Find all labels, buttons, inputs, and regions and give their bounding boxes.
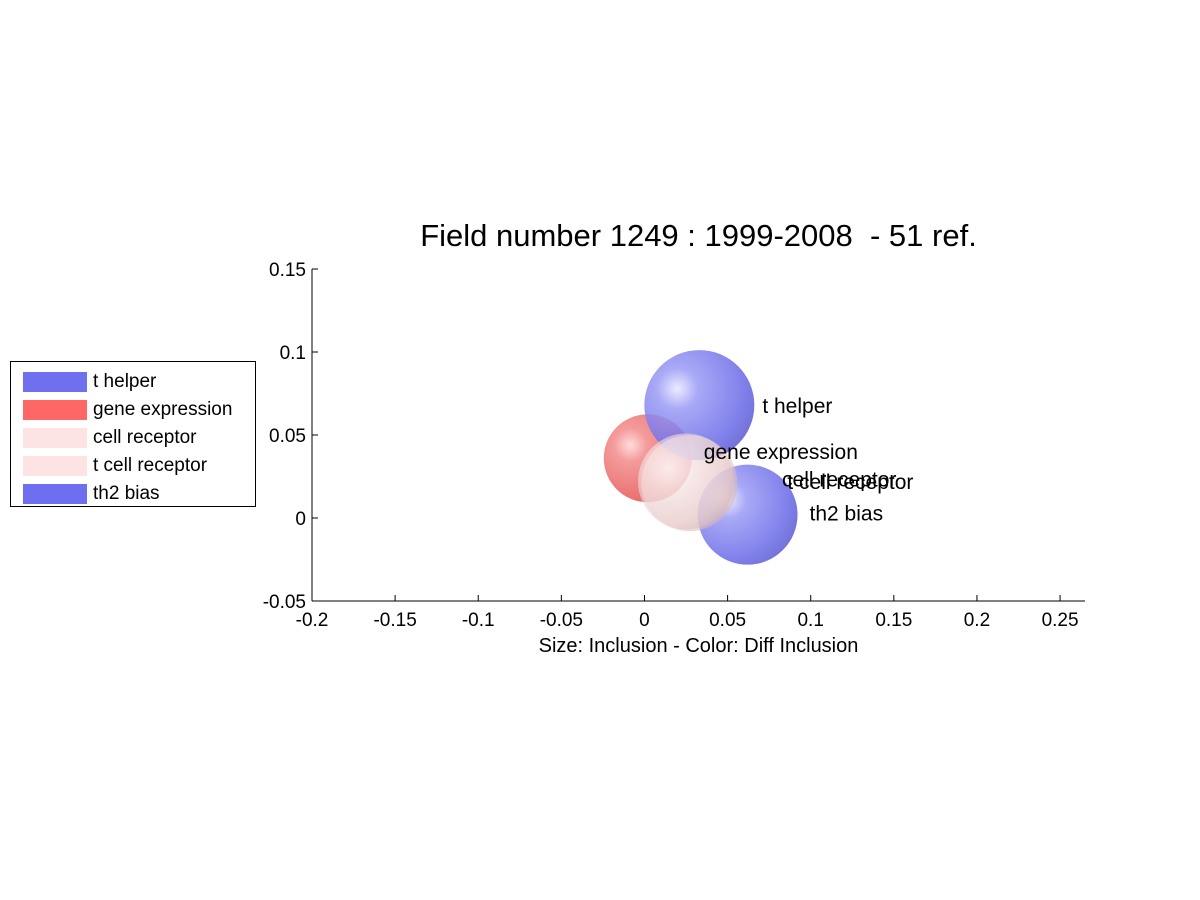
legend-item: cell receptor <box>11 424 255 452</box>
legend-label: cell receptor <box>93 427 197 448</box>
x-tick-label: 0.2 <box>964 610 990 631</box>
legend-swatch <box>23 400 87 420</box>
legend-swatch <box>23 428 87 448</box>
y-tick-label: 0.1 <box>280 343 306 364</box>
y-tick-label: 0.05 <box>269 426 306 447</box>
legend-item: gene expression <box>11 396 255 424</box>
point-label: th2 bias <box>810 503 884 526</box>
x-axis-label: Size: Inclusion - Color: Diff Inclusion <box>538 635 859 657</box>
point-label: t helper <box>762 395 832 418</box>
axes: -0.2 -0.15 -0.1 -0.05 0 0.05 0.1 0.15 0.2 0.25 -0.… <box>263 260 1085 631</box>
y-tick-label: 0 <box>295 509 306 530</box>
x-tick-label: -0.2 <box>296 610 329 631</box>
legend-item: t helper <box>11 368 255 396</box>
legend-swatch <box>23 372 87 392</box>
chart-title: Field number 1249 : 1999-2008 - 51 ref. <box>420 218 977 253</box>
x-tick-label: -0.05 <box>540 610 583 631</box>
legend-item: th2 bias <box>11 480 255 508</box>
x-tick-label: 0.25 <box>1042 610 1079 631</box>
data-points <box>603 350 798 565</box>
legend-item: t cell receptor <box>11 452 255 480</box>
legend-swatch <box>23 456 87 476</box>
bubble-t-helper <box>644 350 755 461</box>
y-tick-label: 0.15 <box>269 260 306 281</box>
x-tick-label: -0.1 <box>462 610 495 631</box>
x-tick-label: 0.15 <box>875 610 912 631</box>
x-tick-label: 0.1 <box>797 610 823 631</box>
x-tick-label: -0.15 <box>373 610 416 631</box>
x-tick-label: 0.05 <box>709 610 746 631</box>
legend: t helper gene expression cell receptor t ce… <box>10 361 256 507</box>
y-tick-label: -0.05 <box>263 592 306 613</box>
legend-label: th2 bias <box>93 483 160 504</box>
legend-label: gene expression <box>93 399 233 420</box>
legend-label: t helper <box>93 371 157 392</box>
point-label: gene expression <box>704 441 858 464</box>
x-tick-label: 0 <box>639 610 650 631</box>
point-label: cell receptor <box>782 468 896 491</box>
bubble-t-cell-receptor <box>641 435 738 532</box>
legend-label: t cell receptor <box>93 455 208 476</box>
legend-swatch <box>23 484 87 504</box>
point-label: t cell receptor <box>787 471 913 494</box>
